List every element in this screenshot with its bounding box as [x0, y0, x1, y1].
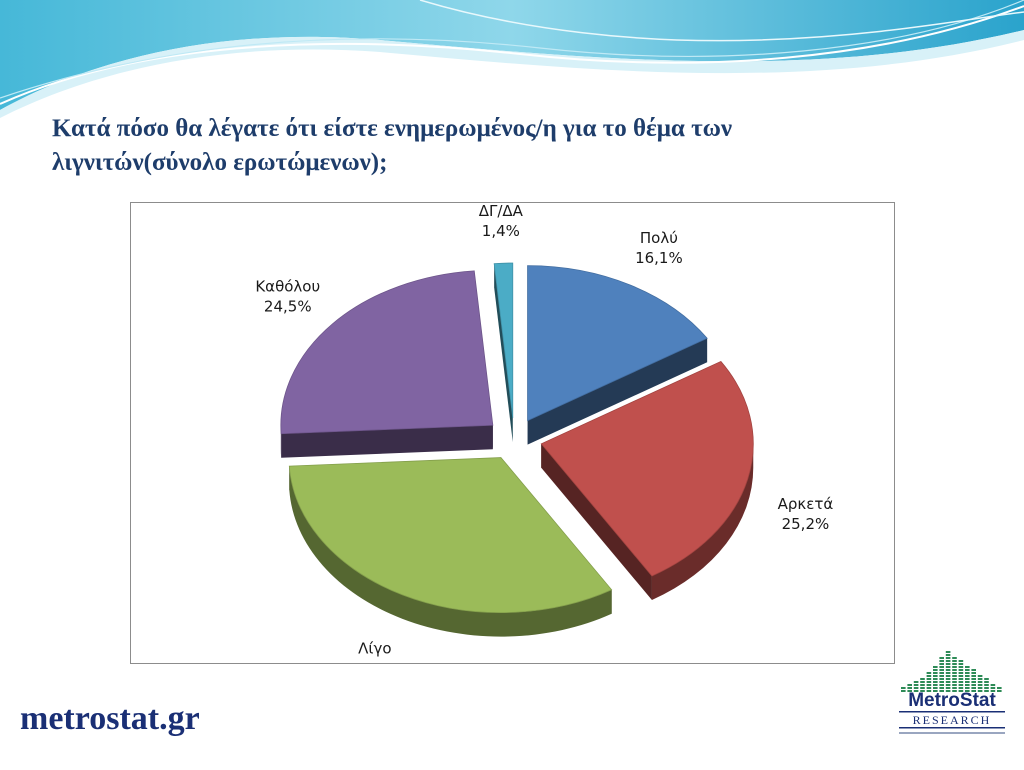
slice-label-name: Καθόλου	[255, 277, 320, 295]
slice-label-value: 32,9%	[351, 659, 399, 662]
pie-chart: Πολύ 16,1% Αρκετά 25,2% Λίγο 32,9% Καθόλου 24,5…	[131, 203, 893, 662]
slice-label-name: Αρκετά	[778, 495, 834, 513]
metrostat-logo: MetroStat RESEARCH	[893, 648, 1011, 766]
slice-label-name: Πολύ	[640, 229, 678, 247]
slice-label-value: 24,5%	[264, 297, 312, 315]
slice-label-value: 16,1%	[635, 249, 683, 267]
slide-title: Κατά πόσο θα λέγατε ότι είστε ενημερωμέν…	[52, 112, 872, 180]
svg-text:RESEARCH: RESEARCH	[913, 713, 992, 727]
footer-website[interactable]: metrostat.gr	[20, 700, 200, 738]
slice-label-value: 25,2%	[782, 515, 830, 533]
pie-slice-4	[494, 263, 513, 418]
slice-label-value: 1,4%	[482, 222, 520, 240]
svg-text:MetroStat: MetroStat	[908, 690, 996, 711]
slice-label-name: Λίγο	[358, 639, 391, 657]
header-wave-decoration	[0, 0, 1024, 120]
slice-label-name: ΔΓ/ΔΑ	[479, 203, 524, 220]
pie-chart-frame: Πολύ 16,1% Αρκετά 25,2% Λίγο 32,9% Καθόλου 24,5…	[130, 202, 895, 664]
